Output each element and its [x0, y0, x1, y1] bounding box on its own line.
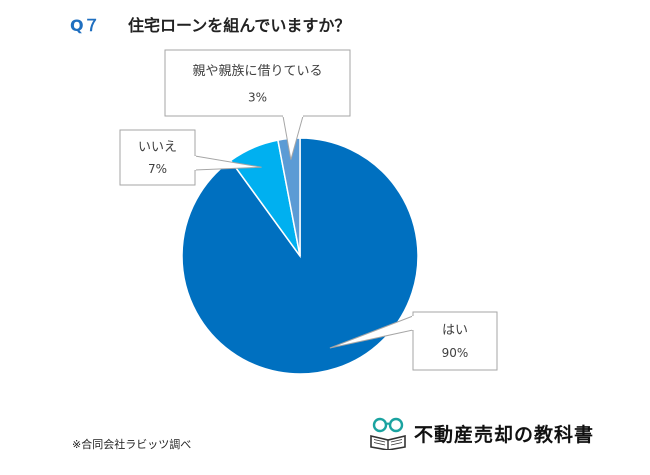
pie-callout: はい 90%	[329, 311, 498, 371]
category-label: はい	[442, 323, 468, 338]
pie-callout: 親や親族に借りている 3%	[164, 49, 351, 160]
question-title: 住宅ローンを組んでいますか？	[128, 16, 351, 35]
value-label: 7%	[148, 162, 167, 176]
category-label: 親や親族に借りている	[192, 63, 322, 79]
book-glasses-icon	[370, 417, 406, 450]
value-label: 3%	[248, 90, 267, 104]
brand-logo: 不動産売却の教科書	[368, 416, 594, 450]
question-number: Q７	[70, 16, 100, 35]
pie-callouts: はい 90% いいえ 7% 親や親族に借りている 3%	[119, 49, 498, 371]
source-note: ※合同会社ラビッツ調べ	[72, 438, 192, 451]
callout-box	[164, 49, 351, 117]
callout-box	[119, 129, 196, 186]
callout-box	[412, 311, 498, 371]
category-label: いいえ	[138, 140, 177, 155]
pie-callout: いいえ 7%	[119, 129, 262, 186]
pie-slices	[181, 137, 419, 375]
value-label: 90%	[442, 346, 469, 360]
brand-name: 不動産売却の教科書	[414, 423, 595, 446]
